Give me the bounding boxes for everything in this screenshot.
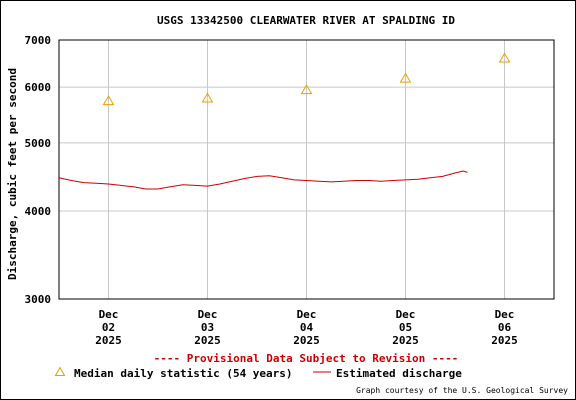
x-axis-ticks: Dec022025Dec032025Dec042025Dec052025Dec0… xyxy=(95,308,518,347)
credit-text: Graph courtesy of the U.S. Geological Su… xyxy=(356,386,568,395)
plot-area-border xyxy=(58,39,555,300)
x-tick-label: 03 xyxy=(201,321,214,334)
chart-title: USGS 13342500 CLEARWATER RIVER AT SPALDI… xyxy=(157,14,455,27)
x-tick-label: 2025 xyxy=(194,334,221,347)
legend-discharge-label: Estimated discharge xyxy=(336,367,462,380)
median-point xyxy=(498,52,511,63)
discharge-line xyxy=(58,170,468,190)
grid xyxy=(59,39,554,300)
x-tick-label: 06 xyxy=(498,321,512,334)
y-tick-label: 7000 xyxy=(25,34,52,47)
median-point xyxy=(201,92,214,103)
x-tick-label: Dec xyxy=(495,308,515,321)
x-tick-label: Dec xyxy=(198,308,218,321)
y-tick-label: 6000 xyxy=(25,81,52,94)
y-axis-ticks: 3000 4000 5000 6000 7000 xyxy=(25,34,52,306)
y-axis-label: Discharge, cubic feet per second xyxy=(6,68,19,280)
median-triangle-icon xyxy=(54,366,66,376)
x-tick-label: 02 xyxy=(102,321,115,334)
x-tick-label: 2025 xyxy=(95,334,122,347)
provisional-note: ---- Provisional Data Subject to Revisio… xyxy=(154,352,459,365)
y-tick-label: 3000 xyxy=(25,293,52,306)
x-tick-label: 2025 xyxy=(293,334,320,347)
x-tick-label: Dec xyxy=(396,308,416,321)
x-tick-label: 04 xyxy=(300,321,314,334)
median-point xyxy=(300,84,313,95)
x-tick-label: Dec xyxy=(297,308,317,321)
legend-median-label: Median daily statistic (54 years) xyxy=(74,367,293,380)
y-tick-label: 5000 xyxy=(25,137,52,150)
median-point xyxy=(102,95,115,106)
x-tick-label: 2025 xyxy=(392,334,419,347)
x-tick-label: 2025 xyxy=(491,334,518,347)
series-layer xyxy=(58,52,511,190)
x-tick-label: Dec xyxy=(99,308,119,321)
median-point xyxy=(399,72,412,83)
x-tick-label: 05 xyxy=(399,321,412,334)
legend: Median daily statistic (54 years) Estima… xyxy=(54,366,462,380)
y-tick-label: 4000 xyxy=(25,205,52,218)
